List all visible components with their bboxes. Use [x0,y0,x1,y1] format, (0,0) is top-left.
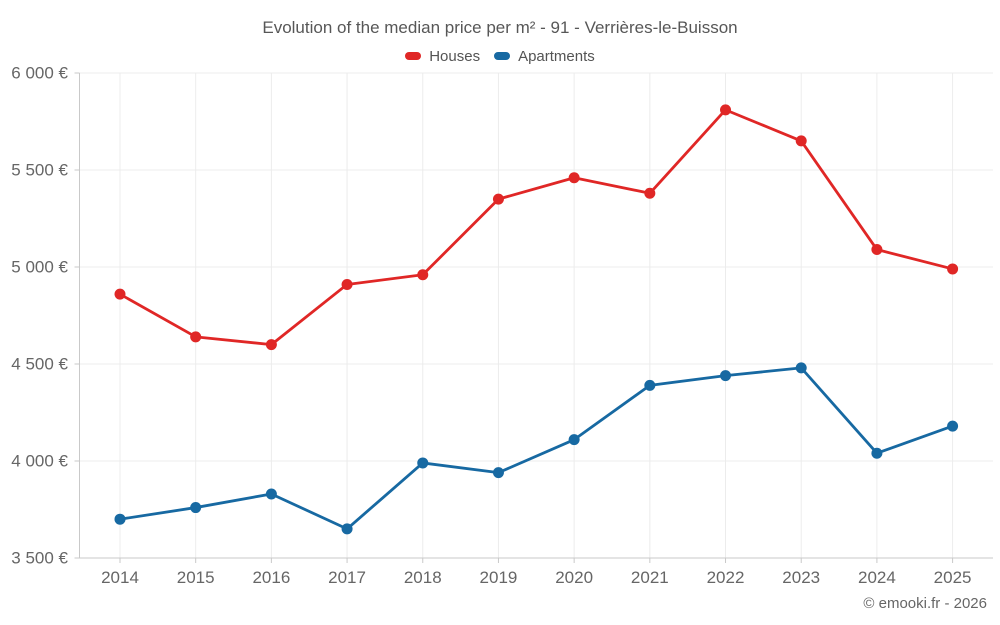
data-point-apartments-2016 [265,488,277,500]
data-point-houses-2017 [341,278,353,290]
y-axis-label: 3 500 € [11,549,68,568]
apartments-swatch-icon [494,52,511,60]
legend-item-apartments[interactable]: Apartments [494,48,595,65]
x-axis-label: 2025 [934,568,972,587]
credit-text: © emooki.fr - 2026 [863,595,987,612]
data-point-apartments-2021 [644,379,656,391]
y-axis-label: 5 000 € [11,258,68,277]
legend: Houses Apartments [0,46,1000,66]
data-point-apartments-2015 [190,502,202,514]
data-point-houses-2015 [190,331,202,343]
x-axis-label: 2023 [782,568,820,587]
legend-label-houses: Houses [429,47,481,65]
data-point-apartments-2018 [417,457,429,469]
x-axis-label: 2017 [328,568,366,587]
data-point-houses-2023 [795,135,807,147]
data-point-apartments-2019 [492,467,504,479]
data-point-houses-2014 [114,288,126,300]
data-point-apartments-2024 [871,447,883,459]
legend-item-houses[interactable]: Houses [405,48,480,65]
data-point-houses-2018 [417,269,429,281]
houses-swatch-icon [405,52,422,60]
data-point-apartments-2017 [341,523,353,535]
y-axis-label: 4 000 € [11,452,68,471]
data-point-apartments-2025 [947,420,959,432]
data-point-houses-2016 [265,339,277,351]
data-point-houses-2019 [492,193,504,205]
x-axis-label: 2018 [404,568,442,587]
x-axis-label: 2014 [101,568,139,587]
x-axis-label: 2019 [480,568,518,587]
data-point-houses-2025 [947,263,959,275]
y-axis-label: 4 500 € [11,355,68,374]
x-axis-label: 2024 [858,568,896,587]
y-axis-label: 5 500 € [11,161,68,180]
chart-title: Evolution of the median price per m² - 9… [262,18,738,37]
x-axis-label: 2020 [555,568,593,587]
series-line-houses [118,108,954,347]
data-point-houses-2022 [720,104,732,116]
x-axis-label: 2015 [177,568,215,587]
data-point-apartments-2014 [114,513,126,525]
x-axis-label: 2021 [631,568,669,587]
y-axis-label: 6 000 € [11,64,68,83]
data-point-apartments-2023 [795,362,807,374]
series-line-apartments [118,366,954,531]
legend-label-apartments: Apartments [518,47,595,65]
x-axis-label: 2016 [252,568,290,587]
x-axis-label: 2022 [707,568,745,587]
data-point-apartments-2022 [720,370,732,382]
data-point-houses-2021 [644,187,656,199]
data-point-houses-2020 [568,172,580,184]
data-point-houses-2024 [871,244,883,256]
data-point-apartments-2020 [568,434,580,446]
